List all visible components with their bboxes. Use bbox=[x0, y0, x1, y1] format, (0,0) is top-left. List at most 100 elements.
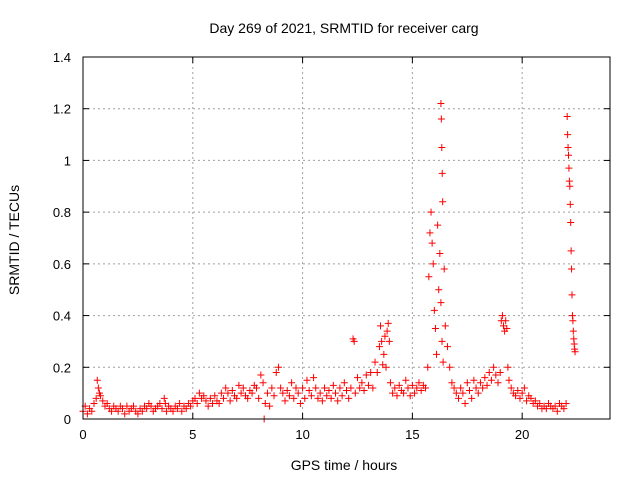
data-point bbox=[434, 221, 442, 229]
data-point bbox=[173, 405, 181, 413]
data-point bbox=[259, 379, 267, 387]
data-point bbox=[373, 368, 381, 376]
data-point bbox=[406, 392, 414, 400]
data-point bbox=[441, 322, 449, 330]
data-point bbox=[292, 384, 300, 392]
data-point bbox=[347, 384, 355, 392]
data-point bbox=[305, 387, 313, 395]
data-point bbox=[369, 384, 377, 392]
data-point bbox=[564, 144, 572, 151]
data-point bbox=[314, 394, 322, 402]
data-point bbox=[553, 407, 561, 415]
data-point bbox=[481, 374, 489, 382]
data-point bbox=[479, 384, 487, 392]
data-point bbox=[569, 327, 577, 335]
data-point bbox=[435, 286, 443, 294]
data-point bbox=[290, 394, 298, 402]
data-point bbox=[266, 402, 274, 410]
data-point bbox=[209, 399, 217, 407]
data-point bbox=[83, 410, 91, 418]
data-point bbox=[364, 381, 372, 389]
x-tick-label: 15 bbox=[405, 427, 419, 442]
data-point bbox=[279, 389, 287, 397]
data-point bbox=[338, 392, 346, 400]
data-point bbox=[204, 402, 212, 410]
data-point bbox=[461, 399, 469, 407]
data-point bbox=[437, 115, 445, 123]
data-point bbox=[408, 381, 416, 389]
data-point bbox=[430, 306, 438, 314]
data-point bbox=[386, 379, 394, 387]
data-point bbox=[415, 379, 423, 387]
data-point bbox=[202, 397, 210, 405]
data-point bbox=[563, 112, 571, 120]
data-point bbox=[367, 368, 375, 376]
data-point bbox=[176, 399, 184, 407]
data-point bbox=[114, 407, 122, 415]
data-point bbox=[345, 394, 353, 402]
data-point bbox=[143, 405, 151, 413]
data-point bbox=[217, 389, 225, 397]
data-point bbox=[215, 399, 223, 407]
data-point bbox=[463, 379, 471, 387]
data-point bbox=[187, 402, 195, 410]
y-axis-label: SRMTID / TECUs bbox=[6, 185, 22, 295]
data-points bbox=[79, 100, 579, 423]
x-tick-label: 0 bbox=[79, 427, 86, 442]
data-point bbox=[327, 394, 335, 402]
data-point bbox=[220, 394, 228, 402]
data-point bbox=[288, 379, 296, 387]
data-point bbox=[353, 374, 361, 382]
data-point bbox=[92, 394, 100, 402]
data-point bbox=[393, 392, 401, 400]
data-point bbox=[425, 273, 433, 281]
data-point bbox=[244, 394, 252, 402]
data-point bbox=[459, 389, 467, 397]
y-tick-label: 1.2 bbox=[53, 102, 71, 117]
y-tick-label: 1.4 bbox=[53, 50, 71, 65]
data-point bbox=[257, 371, 265, 379]
data-point bbox=[356, 384, 364, 392]
data-point bbox=[494, 379, 502, 387]
data-point bbox=[343, 387, 350, 395]
data-point bbox=[321, 384, 329, 392]
y-tick-label: 0.6 bbox=[53, 257, 71, 272]
data-point bbox=[350, 337, 358, 345]
data-point bbox=[516, 394, 524, 402]
data-point bbox=[162, 407, 170, 415]
data-point bbox=[503, 325, 511, 332]
data-point bbox=[325, 387, 333, 395]
data-point bbox=[490, 363, 498, 371]
data-point bbox=[507, 384, 515, 392]
data-point bbox=[381, 332, 389, 340]
data-point bbox=[160, 394, 168, 402]
data-point bbox=[119, 405, 127, 413]
data-point bbox=[158, 405, 166, 413]
data-point bbox=[395, 381, 403, 389]
data-point bbox=[316, 389, 324, 397]
data-point bbox=[452, 389, 460, 397]
data-point bbox=[268, 384, 276, 392]
data-point bbox=[454, 394, 462, 402]
data-point bbox=[382, 363, 390, 371]
data-point bbox=[424, 363, 432, 371]
data-point bbox=[502, 317, 510, 325]
data-point bbox=[564, 151, 572, 159]
y-tick-label: 0.4 bbox=[53, 309, 71, 324]
data-point bbox=[239, 384, 247, 392]
data-point bbox=[551, 402, 559, 410]
data-point bbox=[439, 358, 447, 366]
data-point bbox=[520, 384, 528, 392]
data-point bbox=[384, 319, 392, 327]
data-point bbox=[523, 397, 531, 405]
plot-frame bbox=[82, 56, 611, 420]
data-point bbox=[567, 247, 575, 255]
data-point bbox=[270, 392, 278, 400]
data-point bbox=[569, 317, 577, 325]
data-point bbox=[438, 337, 446, 345]
data-point bbox=[200, 392, 208, 400]
data-point bbox=[474, 389, 482, 397]
data-point bbox=[380, 350, 388, 358]
data-point bbox=[436, 250, 444, 258]
data-point bbox=[88, 407, 96, 415]
